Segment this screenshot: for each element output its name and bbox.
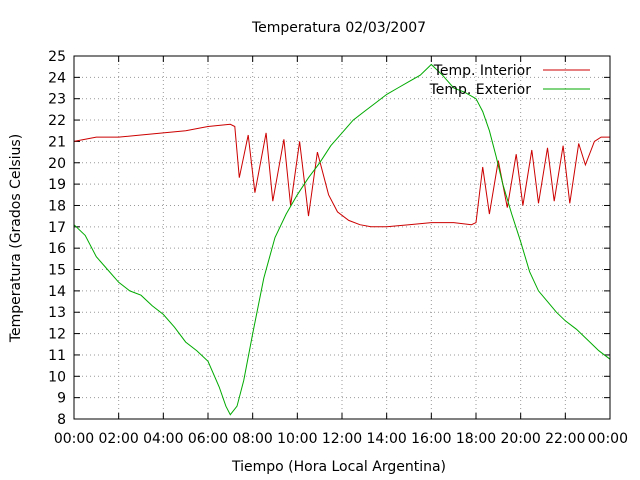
- y-tick-label: 12: [48, 327, 66, 343]
- x-tick-label: 02:00: [98, 431, 138, 447]
- y-tick-label: 11: [48, 348, 66, 364]
- x-tick-label: 14:00: [366, 431, 406, 447]
- x-tick-label: 08:00: [232, 431, 272, 447]
- y-tick-label: 16: [48, 241, 66, 257]
- y-tick-label: 17: [48, 220, 66, 236]
- y-tick-label: 23: [48, 92, 66, 108]
- series-line-0: [73, 123, 610, 228]
- x-tick-label: 04:00: [143, 431, 183, 447]
- x-tick-label: 06:00: [188, 431, 228, 447]
- x-axis-label: Tiempo (Hora Local Argentina): [231, 459, 446, 475]
- y-tick-label: 15: [48, 263, 66, 279]
- y-tick-label: 9: [57, 391, 66, 407]
- x-tick-label: 18:00: [456, 431, 496, 447]
- x-tick-label: 00:00: [54, 431, 94, 447]
- y-tick-label: 20: [48, 156, 66, 172]
- series-line-1: [73, 63, 611, 416]
- x-tick-label: 22:00: [545, 431, 585, 447]
- chart-title: Temperatura 02/03/2007: [251, 20, 426, 36]
- x-tick-label: 00:00: [588, 431, 628, 447]
- legend: Temp. Interior Temp. Exterior: [429, 63, 590, 98]
- y-tick-label: 19: [48, 177, 66, 193]
- legend-label-1: Temp. Exterior: [429, 82, 532, 98]
- plot-frame: [73, 55, 611, 420]
- legend-label-0: Temp. Interior: [433, 63, 532, 79]
- y-tick-label: 25: [48, 49, 66, 65]
- y-tick-label: 24: [48, 70, 66, 86]
- y-axis-label: Temperatura (Grados Celsius): [8, 134, 24, 343]
- y-tick-label: 18: [48, 198, 66, 214]
- y-tick-label: 8: [57, 412, 66, 428]
- grid-lines: [74, 56, 610, 419]
- series-lines: [73, 63, 611, 416]
- y-tick-label: 14: [48, 284, 66, 300]
- x-tick-label: 12:00: [322, 431, 362, 447]
- y-tick-label: 10: [48, 369, 66, 385]
- x-tick-label: 10:00: [277, 431, 317, 447]
- y-tick-label: 22: [48, 113, 66, 129]
- x-tick-label: 16:00: [411, 431, 451, 447]
- y-tick-label: 13: [48, 305, 66, 321]
- x-tick-label: 20:00: [500, 431, 540, 447]
- y-tick-label: 21: [48, 134, 66, 150]
